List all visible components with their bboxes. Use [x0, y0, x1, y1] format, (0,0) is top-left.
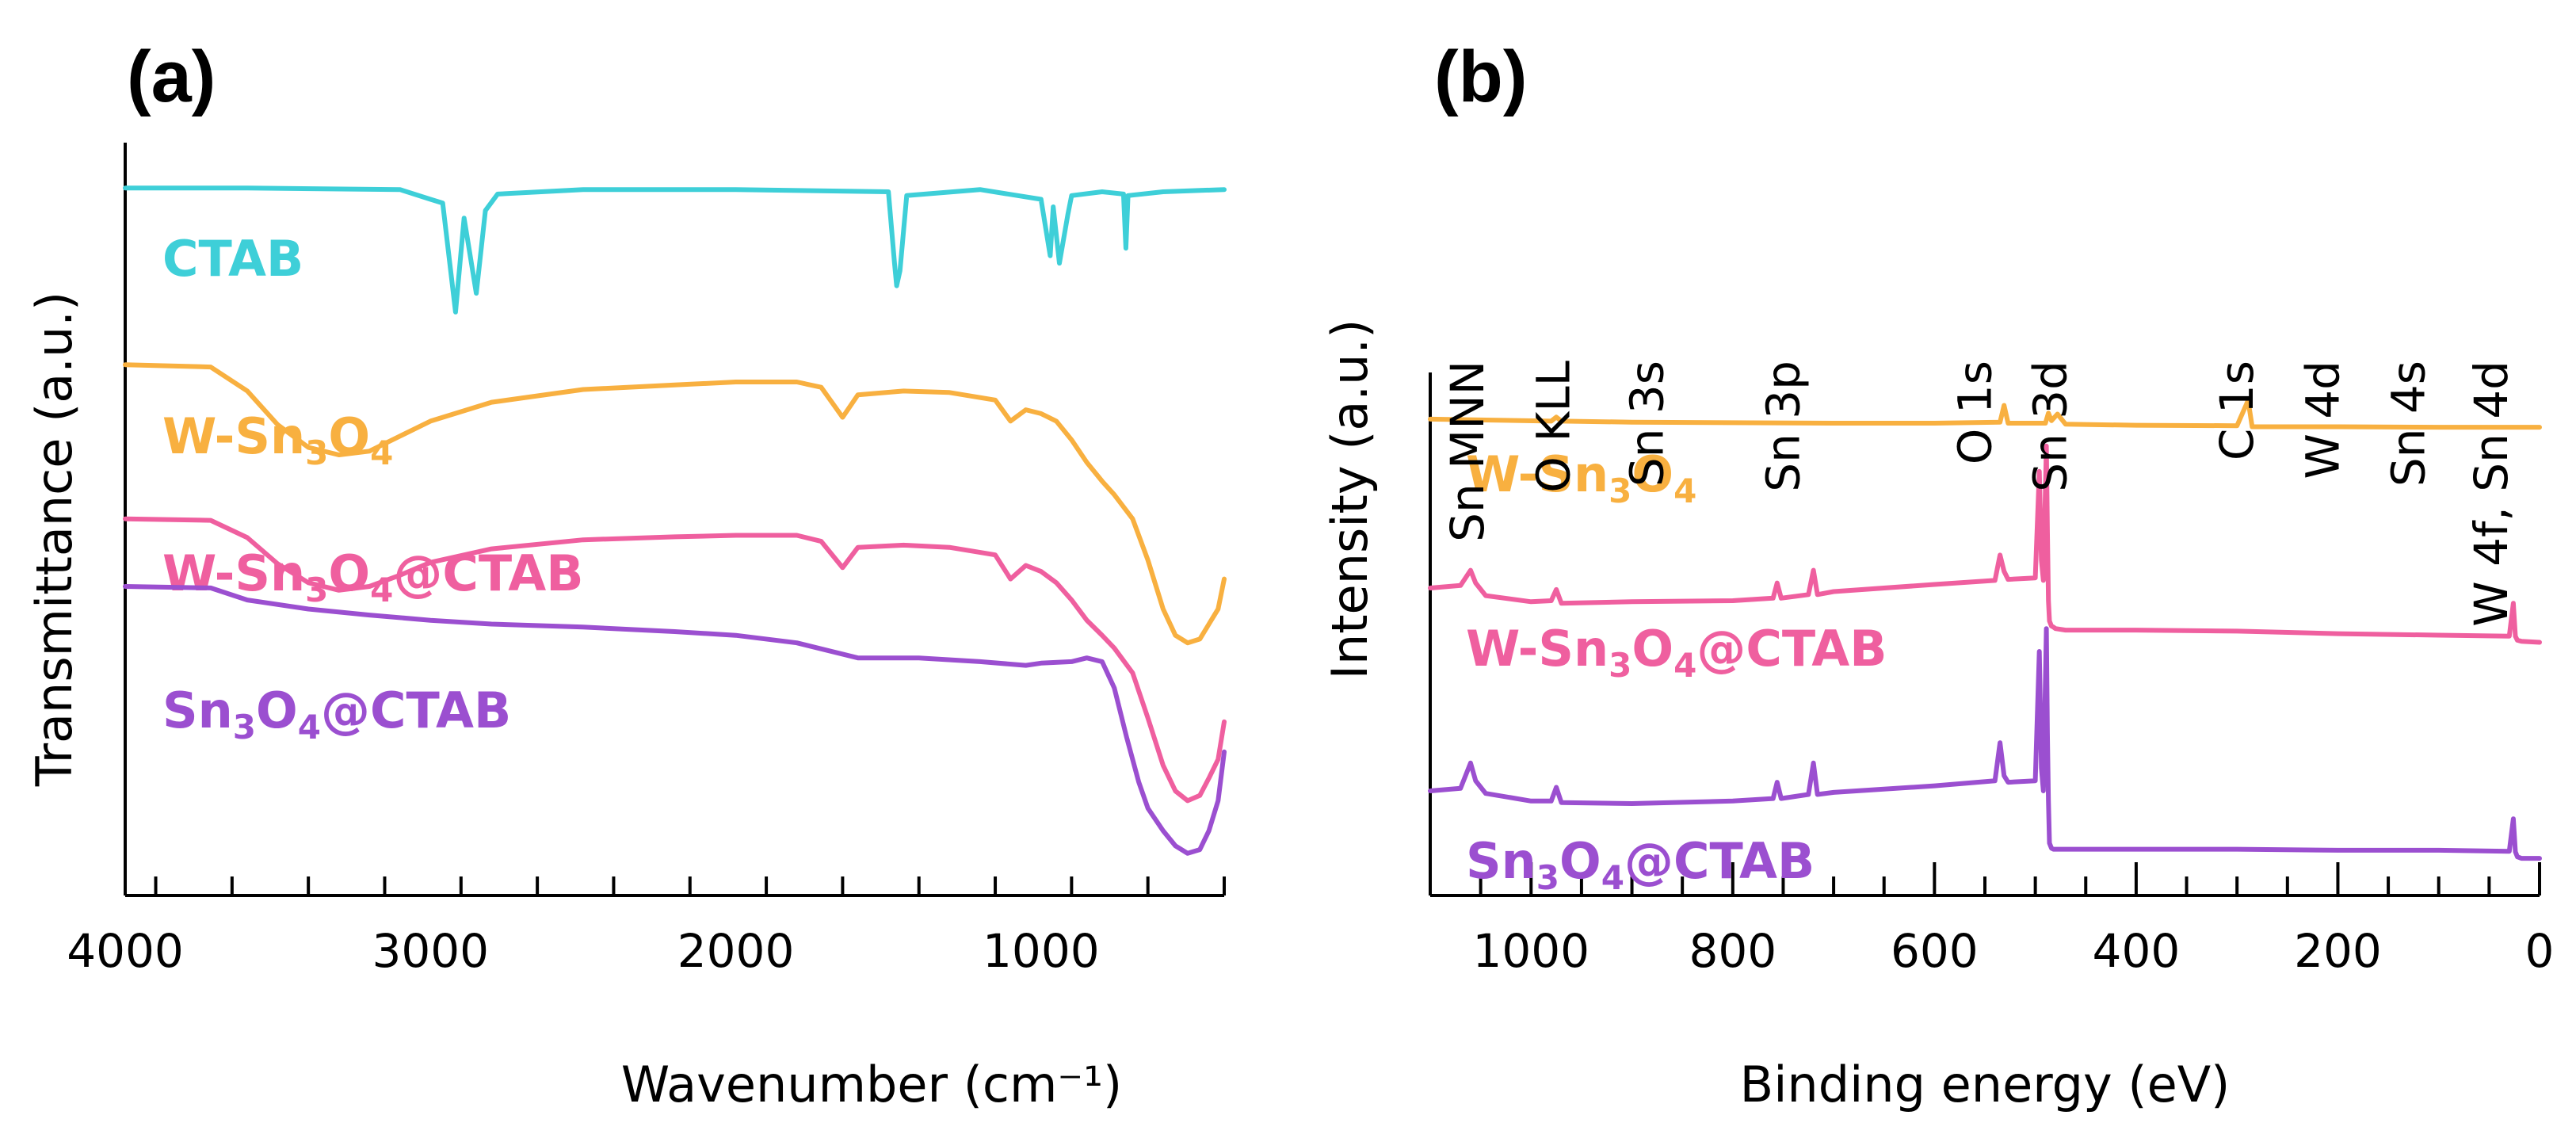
panel-b-label: (b)	[1434, 36, 1527, 117]
a-series-label-3-part: 3	[233, 708, 256, 747]
b-series-label-2-part: Sn	[1466, 832, 1536, 890]
b-x-tick-label: 1000	[1472, 924, 1589, 978]
peak-annotation: O KLL	[1526, 361, 1580, 493]
b-series-label-1-part: 3	[1609, 646, 1631, 685]
b-series-line-sn3o4-ctab	[1428, 626, 2542, 861]
a-series-label-2-part: 3	[305, 571, 328, 609]
b-series-label-2-part: @CTAB	[1624, 832, 1815, 890]
peak-annotation: Sn MNN	[1441, 361, 1494, 542]
b-x-tick-label: 0	[2525, 924, 2555, 978]
b-series-label-1-part: 4	[1673, 646, 1696, 685]
a-x-tick-label: 1000	[983, 924, 1100, 978]
panel-b-x-axis-title: Binding energy (eV)	[1740, 1056, 2231, 1113]
b-series-label-0-part: 3	[1609, 472, 1631, 510]
a-series-line-w-sn3o4-ctab	[123, 516, 1227, 804]
a-series-label-3-part: 4	[298, 708, 321, 747]
b-series-label-0-part: W-Sn	[1466, 445, 1609, 503]
a-x-tick-label: 3000	[372, 924, 489, 978]
peak-annotation: W 4f, Sn 4d	[2464, 361, 2518, 627]
b-series-label-1-part: O	[1631, 620, 1673, 678]
a-series-label-1-part: W-Sn	[162, 407, 305, 465]
peak-annotation: Sn 3p	[1757, 361, 1811, 492]
panel-b-plot-area: 1000 800 600 400 200 0W-Sn3O4W-Sn3O4@CTABSn3O…	[1428, 361, 2555, 978]
b-series-label-2-part: 3	[1536, 858, 1559, 897]
b-x-tick-label: 400	[2093, 924, 2181, 978]
panel-a-ftir-chart: (a) Wavenumber (cm⁻¹) Transmittance (a.u…	[25, 36, 1227, 1113]
b-series-label-1-part: @CTAB	[1696, 620, 1887, 678]
a-series-label-3-part: Sn	[162, 682, 233, 739]
b-x-tick-label: 200	[2294, 924, 2382, 978]
a-series-label-3-part: @CTAB	[321, 682, 511, 739]
a-series-label-2-part: O	[328, 544, 370, 602]
a-series-label-0-part: CTAB	[162, 230, 303, 288]
a-series-label-3-part: O	[256, 682, 298, 739]
b-series-label-2-part: O	[1559, 832, 1601, 890]
a-x-tick-label: 2000	[677, 924, 795, 978]
peak-annotation: Sn 4s	[2382, 361, 2436, 487]
panel-a-plot-area: 4000 3000 2000 1000CTABW-Sn3O4W-Sn3O4@CTABS…	[67, 143, 1227, 978]
peak-annotation: Sn 3d	[2024, 361, 2078, 492]
peak-annotation: C 1s	[2210, 361, 2264, 460]
b-series-label-0-part: 4	[1673, 472, 1696, 510]
a-series-label-1-part: O	[328, 407, 370, 465]
b-series-label-1-part: W-Sn	[1466, 620, 1609, 678]
a-series-label-2-part: @CTAB	[393, 544, 583, 602]
a-x-tick-label: 4000	[67, 924, 184, 978]
b-series-label-2-part: 4	[1601, 858, 1624, 897]
a-series-label-2: W-Sn3O4@CTAB	[162, 544, 584, 609]
panel-a-y-axis-title: Transmittance (a.u.)	[25, 292, 83, 787]
a-series-line-ctab	[123, 185, 1227, 315]
a-series-label-3: Sn3O4@CTAB	[162, 682, 511, 747]
a-series-line-w-sn3o4	[123, 362, 1227, 646]
panel-a-label: (a)	[127, 36, 216, 117]
panel-b-xps-chart: (b) Binding energy (eV) Intensity (a.u.)…	[1321, 36, 2554, 1113]
a-series-label-2-part: 4	[370, 571, 393, 609]
a-series-label-1: W-Sn3O4	[162, 407, 393, 472]
b-series-label-1: W-Sn3O4@CTAB	[1466, 620, 1887, 685]
a-series-label-0: CTAB	[162, 230, 303, 288]
b-series-label-0: W-Sn3O4	[1466, 445, 1696, 510]
peak-annotation: Sn 3s	[1620, 361, 1674, 487]
a-series-label-1-part: 3	[305, 433, 328, 472]
b-series-line-w-sn3o4-ctab	[1428, 443, 2542, 645]
b-series-label-2: Sn3O4@CTAB	[1466, 832, 1815, 897]
b-x-tick-label: 800	[1689, 924, 1776, 978]
b-series-label-0-part: O	[1631, 445, 1673, 503]
b-series-line-w-sn3o4	[1428, 398, 2542, 430]
a-series-line-sn3o4-ctab	[123, 584, 1227, 856]
a-series-label-2-part: W-Sn	[162, 544, 305, 602]
b-x-tick-label: 600	[1891, 924, 1979, 978]
panel-b-y-axis-title: Intensity (a.u.)	[1321, 319, 1379, 680]
panel-a-x-axis-title: Wavenumber (cm⁻¹)	[621, 1056, 1122, 1113]
peak-annotation: O 1s	[1948, 361, 2002, 464]
a-series-label-1-part: 4	[370, 433, 393, 472]
peak-annotation: W 4d	[2296, 361, 2349, 479]
